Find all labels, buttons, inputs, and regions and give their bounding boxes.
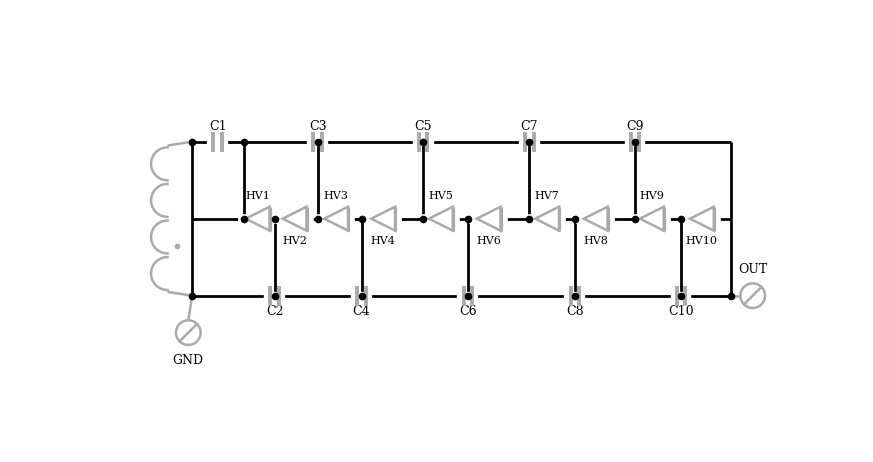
Text: HV6: HV6 [476, 237, 501, 246]
Text: C6: C6 [459, 304, 477, 317]
Text: HV8: HV8 [583, 237, 608, 246]
Text: C9: C9 [626, 120, 643, 133]
Text: C1: C1 [209, 120, 226, 133]
Text: HV10: HV10 [686, 237, 718, 246]
Text: HV1: HV1 [245, 191, 270, 201]
Text: HV4: HV4 [371, 237, 395, 246]
Text: C8: C8 [566, 304, 584, 317]
Text: C2: C2 [265, 304, 284, 317]
Text: HV2: HV2 [282, 237, 307, 246]
Text: C7: C7 [520, 120, 538, 133]
Text: C10: C10 [669, 304, 694, 317]
Text: HV3: HV3 [324, 191, 348, 201]
Text: HV9: HV9 [639, 191, 664, 201]
Text: HV5: HV5 [429, 191, 453, 201]
Text: HV7: HV7 [535, 191, 560, 201]
Text: GND: GND [173, 354, 204, 367]
Text: C4: C4 [353, 304, 370, 317]
Text: C3: C3 [309, 120, 327, 133]
Text: OUT: OUT [738, 263, 767, 276]
Text: C5: C5 [415, 120, 432, 133]
